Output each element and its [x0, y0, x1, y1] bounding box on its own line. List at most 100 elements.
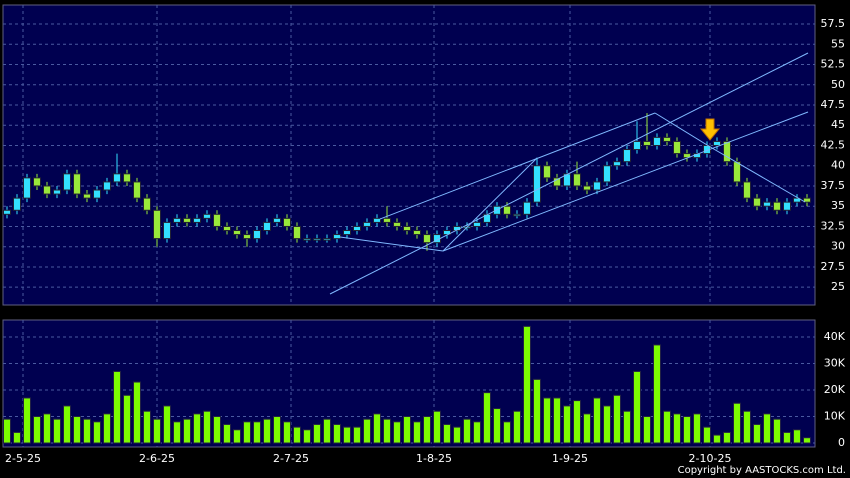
volume-bar: [183, 418, 191, 444]
candle-body: [653, 136, 661, 146]
y-tick-label: 30K: [824, 356, 846, 369]
candle-body: [263, 221, 271, 232]
volume-bar: [743, 410, 751, 444]
volume-bar: [473, 421, 481, 444]
candle-body: [143, 197, 151, 211]
volume-bar: [313, 423, 321, 444]
volume-bar: [673, 413, 681, 444]
candle-body: [553, 177, 561, 187]
volume-bar: [623, 410, 631, 444]
trend-line: [442, 157, 538, 252]
volume-bar: [323, 418, 331, 444]
candle-body: [523, 201, 531, 215]
volume-bar: [263, 418, 271, 444]
y-tick-label: 57.5: [821, 17, 846, 30]
y-tick-label: 42.5: [821, 138, 846, 151]
volume-bar: [733, 402, 741, 444]
volume-bar: [773, 418, 781, 444]
candle-body: [173, 217, 181, 223]
candle-body: [713, 140, 721, 146]
candle-body: [403, 225, 411, 232]
volume-bar: [53, 418, 61, 444]
volume-bar: [803, 437, 811, 444]
volume-bar: [703, 426, 711, 444]
candle-body: [603, 165, 611, 183]
y-tick-label: 27.5: [821, 260, 846, 273]
volume-bar: [543, 397, 551, 444]
volume-bar: [453, 426, 461, 444]
candle-body: [233, 230, 241, 236]
x-tick-label: 2-5-25: [5, 452, 41, 465]
candle-body: [303, 238, 311, 241]
volume-bar: [243, 421, 251, 444]
candle-body: [213, 213, 221, 227]
candle-body: [723, 140, 731, 163]
y-tick-label: 0: [838, 436, 845, 449]
candle-body: [43, 185, 51, 195]
candle-body: [373, 217, 381, 223]
candle-body: [53, 189, 61, 195]
candle-body: [803, 197, 811, 203]
volume-bar: [3, 418, 11, 444]
x-tick-label: 2-6-25: [139, 452, 175, 465]
candle-body: [153, 209, 161, 240]
y-tick-label: 52.5: [821, 58, 846, 71]
x-tick-label: 1-8-25: [416, 452, 452, 465]
candle-body: [83, 193, 91, 199]
volume-bar: [353, 426, 361, 444]
candle-body: [193, 217, 201, 223]
volume-bar: [513, 410, 521, 444]
y-tick-label: 40K: [824, 330, 846, 343]
candle-body: [93, 189, 101, 199]
volume-bar: [143, 410, 151, 444]
volume-bar: [233, 429, 241, 444]
volume-bar: [93, 421, 101, 444]
candle-body: [593, 181, 601, 191]
volume-bar: [443, 423, 451, 444]
volume-bar: [163, 405, 171, 444]
candle-body: [23, 177, 31, 199]
candle-body: [183, 217, 191, 223]
volume-bar: [553, 397, 561, 444]
candle-body: [513, 213, 521, 217]
x-tick-label: 2-7-25: [273, 452, 309, 465]
volume-bar: [433, 410, 441, 444]
y-tick-label: 35: [831, 199, 845, 212]
volume-bar: [393, 421, 401, 444]
y-tick-label: 50: [831, 78, 845, 91]
candle-body: [533, 165, 541, 203]
volume-bar: [573, 400, 581, 444]
volume-bar: [533, 378, 541, 444]
candle-body: [223, 225, 231, 232]
candle-body: [63, 173, 71, 191]
volume-bar: [763, 413, 771, 444]
price-panel: [2, 4, 816, 306]
candle-body: [613, 161, 621, 167]
volume-bar: [73, 416, 81, 444]
trend-line: [442, 111, 809, 252]
volume-bar: [413, 421, 421, 444]
volume-bar: [213, 416, 221, 444]
volume-bar: [633, 370, 641, 444]
y-tick-label: 45: [831, 118, 845, 131]
volume-bar: [333, 423, 341, 444]
volume-bar: [343, 426, 351, 444]
y-tick-label: 30: [831, 240, 845, 253]
volume-bar: [613, 394, 621, 444]
candle-body: [573, 173, 581, 187]
volume-bar: [783, 431, 791, 444]
y-tick-label: 25: [831, 280, 845, 293]
volume-bar: [103, 413, 111, 444]
candle-body: [763, 201, 771, 207]
volume-bar: [253, 421, 261, 444]
volume-bar: [123, 394, 131, 444]
volume-bar: [583, 413, 591, 444]
volume-bar: [363, 418, 371, 444]
volume-bar: [303, 429, 311, 444]
candle-body: [673, 140, 681, 155]
y-tick-label: 37.5: [821, 179, 846, 192]
volume-bar: [713, 434, 721, 444]
candle-body: [413, 230, 421, 236]
candle-body: [283, 217, 291, 227]
